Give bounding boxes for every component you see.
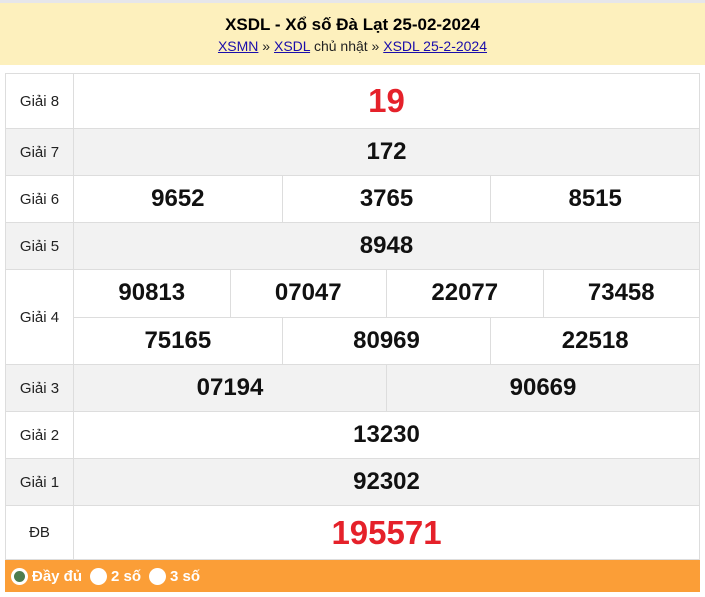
page-title: XSDL - Xổ số Đà Lạt 25-02-2024 [225,15,480,34]
prize-number: 22077 [386,270,543,317]
prize-number: 73458 [542,270,700,317]
prize-values: 9652 3765 8515 [74,176,699,222]
breadcrumb-xsdl-link[interactable]: XSDL [274,38,311,54]
prize-values: 90813 07047 22077 73458 75165 80969 22518 [74,270,699,364]
prize-row: Giải 3 07194 90669 [6,364,699,411]
prize-number: 22518 [490,317,699,364]
prize-values: 07194 90669 [74,365,699,411]
prize-subrow: 8948 [74,223,699,269]
top-divider [0,0,705,3]
digit-filter-bar: Đầy đủ 2 số 3 số [5,560,700,592]
prize-label: Giải 5 [6,223,74,269]
prize-values: 13230 [74,412,699,458]
prize-number: 90669 [386,365,699,411]
prize-row: Giải 5 8948 [6,222,699,269]
prize-row: Giải 2 13230 [6,411,699,458]
prize-subrow: 75165 80969 22518 [74,316,699,364]
prize-number: 92302 [353,468,420,495]
prize-subrow: 172 [74,129,699,175]
prize-subrow: 07194 90669 [74,365,699,411]
prize-label: Giải 6 [6,176,74,222]
radio-button[interactable] [149,567,167,585]
prize-subrow: 92302 [74,459,699,505]
digit-option[interactable]: 2 số [90,567,142,585]
prize-number: 3765 [281,176,491,222]
radio-button[interactable] [90,567,108,585]
prize-row: Giải 1 92302 [6,458,699,505]
breadcrumb: XSMN » XSDL chủ nhật » XSDL 25-2-2024 [0,38,705,54]
prize-label: Giải 2 [6,412,74,458]
prize-label: Giải 4 [6,270,74,364]
breadcrumb-xsmn-link[interactable]: XSMN [217,38,259,54]
prize-number: 13230 [353,421,420,448]
prize-label: ĐB [6,506,74,559]
prize-number: 07194 [196,374,264,401]
prize-row: ĐB 195571 [6,505,699,560]
prize-row: Giải 6 9652 3765 8515 [6,175,699,222]
digit-option-label: 2 số [111,567,142,585]
prize-number: 19 [368,82,405,119]
prize-number: 172 [366,138,407,165]
prize-subrow: 195571 [74,506,699,559]
prize-values: 8948 [74,223,699,269]
prize-subrow: 9652 3765 8515 [74,176,699,222]
digit-option-label: 3 số [170,567,201,585]
prize-row: Giải 4 90813 07047 22077 73458 75165 80969 2251… [6,269,699,364]
prize-number: 90813 [118,279,186,307]
page-header: XSDL - Xổ số Đà Lạt 25-02-2024 XSMN » XS… [0,3,705,65]
breadcrumb-date-link[interactable]: XSDL 25-2-2024 [383,38,488,54]
prize-subrow: 90813 07047 22077 73458 [74,270,699,317]
prize-values: 195571 [74,506,699,559]
prize-number: 195571 [331,513,442,551]
prize-number: 8515 [490,176,699,222]
prize-label: Giải 7 [6,129,74,175]
digit-option-label: Đầy đủ [32,567,83,585]
breadcrumb-day: chủ nhật » [310,38,384,54]
prize-number: 75165 [144,326,212,354]
prize-row: Giải 8 19 [6,73,699,128]
prize-row: Giải 7 172 [6,128,699,175]
prize-number: 8948 [359,232,414,259]
prize-label: Giải 8 [6,74,74,128]
digit-option[interactable]: 3 số [149,567,201,585]
digit-option[interactable]: Đầy đủ [11,567,83,585]
breadcrumb-separator: » [258,38,274,54]
radio-button[interactable] [11,567,28,585]
prize-values: 92302 [74,459,699,505]
prize-number: 9652 [151,185,205,212]
prize-number: 80969 [281,317,491,364]
prize-number: 07047 [229,270,387,317]
prize-subrow: 13230 [74,412,699,458]
prize-subrow: 19 [74,74,699,128]
prize-values: 19 [74,74,699,128]
results-table: Giải 8 19 Giải 7 172 Giải 6 9652 3765 8515 Giải … [5,73,700,560]
prize-label: Giải 1 [6,459,74,505]
prize-values: 172 [74,129,699,175]
prize-label: Giải 3 [6,365,74,411]
